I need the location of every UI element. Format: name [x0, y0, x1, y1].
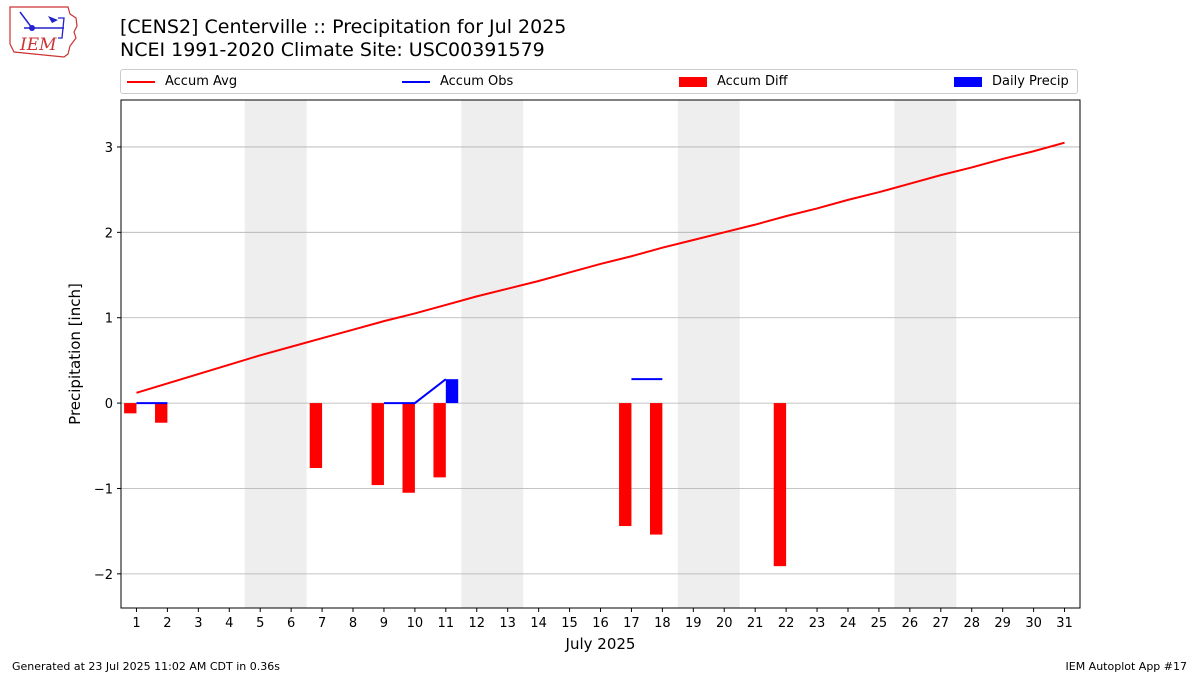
footer-app-text: IEM Autoplot App #17	[1065, 660, 1188, 673]
legend: Accum Avg Accum Obs Accum Diff Daily Pre…	[120, 69, 1078, 94]
weekend-shade-3	[677, 100, 740, 608]
x-tick-label-7: 7	[318, 616, 326, 631]
accum-diff-bar-day-17	[619, 403, 632, 527]
y-tick-label--1: −1	[94, 482, 113, 497]
x-tick-label-14: 14	[530, 616, 547, 631]
iem-logo: IEM	[9, 6, 78, 58]
legend-swatch-accum-obs	[402, 80, 430, 83]
x-tick-label-20: 20	[716, 616, 733, 631]
logo-text: IEM	[19, 35, 57, 55]
weekend-shade-2	[461, 100, 524, 608]
accum-diff-bar-day-18	[649, 403, 663, 535]
x-tick-label-3: 3	[194, 616, 202, 631]
x-tick-label-31: 31	[1056, 616, 1073, 631]
x-tick-label-1: 1	[132, 616, 140, 631]
x-tick-label-10: 10	[407, 616, 424, 631]
y-axis-label: Precipitation [inch]	[66, 283, 84, 425]
legend-item-accum-obs: Accum Obs	[402, 70, 513, 93]
x-tick-label-15: 15	[561, 616, 578, 631]
x-tick-label-13: 13	[499, 616, 516, 631]
y-tick-label-3: 3	[105, 141, 113, 156]
accum-diff-bar-day-1	[124, 403, 137, 414]
x-tick-label-21: 21	[747, 616, 764, 631]
x-tick-label-5: 5	[256, 616, 264, 631]
legend-item-accum-diff: Accum Diff	[679, 70, 788, 93]
x-axis-label: July 2025	[565, 635, 636, 653]
y-tick-label-0: 0	[105, 397, 113, 412]
x-tick-label-8: 8	[349, 616, 357, 631]
x-tick-label-18: 18	[654, 616, 671, 631]
weekend-shade-4	[894, 100, 957, 608]
x-tick-label-24: 24	[840, 616, 857, 631]
x-tick-label-4: 4	[225, 616, 233, 631]
accum-diff-bar-day-10	[402, 403, 415, 493]
y-tick-label--2: −2	[94, 568, 113, 583]
y-tick-label-2: 2	[105, 226, 113, 241]
legend-swatch-accum-avg	[127, 80, 155, 83]
legend-label-accum-obs: Accum Obs	[440, 74, 514, 89]
weekend-shade-1	[244, 100, 307, 608]
accum-avg-line	[136, 141, 1065, 394]
x-tick-label-17: 17	[623, 616, 640, 631]
x-tick-label-26: 26	[902, 616, 919, 631]
accum-diff-bar-day-2	[155, 403, 168, 423]
footer-generated-text: Generated at 23 Jul 2025 11:02 AM CDT in…	[12, 660, 280, 673]
legend-label-daily-precip: Daily Precip	[992, 74, 1069, 89]
chart-title: [CENS2] Centerville :: Precipitation for…	[120, 16, 567, 38]
x-tick-label-22: 22	[778, 616, 795, 631]
accum-obs-line-2	[383, 378, 447, 405]
legend-item-daily-precip: Daily Precip	[954, 70, 1069, 93]
legend-swatch-daily-precip	[954, 76, 982, 87]
x-tick-label-11: 11	[438, 616, 455, 631]
x-tick-label-12: 12	[468, 616, 485, 631]
daily-precip-bar-day-11	[445, 379, 459, 404]
legend-swatch-accum-diff	[679, 76, 707, 87]
x-tick-label-25: 25	[871, 616, 888, 631]
chart-subtitle: NCEI 1991-2020 Climate Site: USC00391579	[120, 39, 545, 61]
accum-diff-bar-day-22	[773, 403, 787, 567]
x-tick-label-2: 2	[163, 616, 171, 631]
y-tick-label-1: 1	[105, 312, 113, 327]
accum-diff-bar-day-11	[433, 403, 446, 478]
x-tick-label-27: 27	[933, 616, 950, 631]
x-tick-label-29: 29	[994, 616, 1011, 631]
legend-item-accum-avg: Accum Avg	[127, 70, 237, 93]
x-tick-label-28: 28	[963, 616, 980, 631]
legend-label-accum-avg: Accum Avg	[165, 74, 238, 89]
x-tick-label-16: 16	[592, 616, 609, 631]
x-tick-label-6: 6	[287, 616, 295, 631]
legend-label-accum-diff: Accum Diff	[717, 74, 788, 89]
x-tick-label-30: 30	[1025, 616, 1042, 631]
accum-diff-bar-day-7	[309, 403, 323, 468]
x-tick-label-9: 9	[380, 616, 388, 631]
x-tick-label-19: 19	[685, 616, 702, 631]
accum-diff-bar-day-9	[371, 403, 384, 486]
x-tick-label-23: 23	[809, 616, 826, 631]
